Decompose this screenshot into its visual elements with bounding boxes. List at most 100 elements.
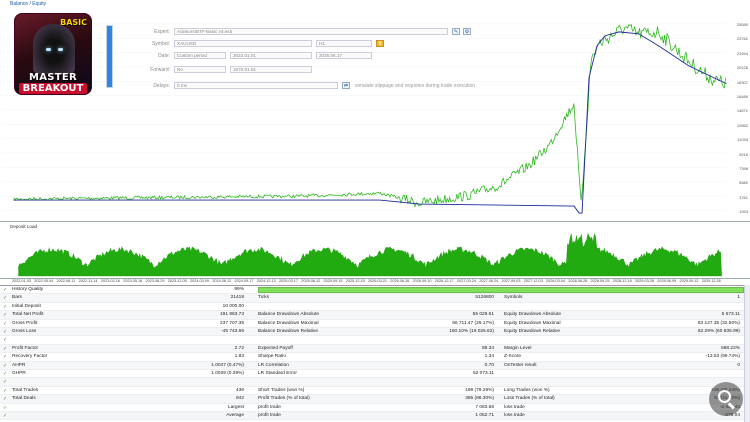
row-check-icon: ✓: [3, 287, 8, 293]
metric-value: 21419: [230, 295, 244, 301]
date-mode-select[interactable]: Custom period: [174, 52, 226, 59]
metric-value: -13.53 (99.74%): [705, 354, 740, 360]
metric-label: profit trade: [258, 413, 281, 418]
metric-label: History Quality: [12, 287, 44, 292]
metric-label: Recovery Factor: [12, 354, 48, 360]
metric-label: loss trade: [504, 404, 525, 410]
date-from-field[interactable]: 2022.01.01: [230, 52, 312, 59]
eye-icon: [58, 48, 63, 51]
metric-value: 99%: [234, 287, 244, 292]
metric-value: 1: [737, 295, 740, 301]
metric-label: Gross Loss: [12, 329, 37, 334]
x-tick-label: 2023.05.16: [123, 279, 143, 283]
deposit-load-area: [18, 232, 722, 277]
metric-value: 385 (88.30%): [465, 396, 494, 402]
row-check-icon: ✓: [3, 354, 8, 361]
metric-value: 55 029.61: [472, 312, 494, 318]
refresh-icon: ⇄: [343, 83, 349, 89]
report-row: ✓ Gross Profit 237 707.39 Balance Drawdown …: [0, 320, 750, 328]
delays-select[interactable]: 0 ms: [174, 82, 338, 89]
metric-value: 1.83: [234, 354, 244, 360]
metric-label: Equity Drawdown Relative: [504, 329, 560, 334]
row-check-icon: ✓: [3, 379, 8, 386]
expert-select[interactable]: Advisors\BTF-Basic v3.ex5: [174, 28, 448, 35]
x-tick-label: 2022.08.11: [56, 279, 76, 283]
metric-label: LR Standard Error: [258, 371, 297, 376]
report-row: ✓ Bars 21419 Ticks 5126800 Symbols 1: [0, 294, 750, 303]
y-tick-label: 7398: [739, 166, 748, 171]
row-check-icon: ✓: [3, 362, 8, 369]
report-row: ✓ Total Trades 436 Short Trades (won %) 198 …: [0, 387, 750, 396]
metric-value: 198 (79.29%): [465, 387, 494, 393]
y-tick-label: 3761: [739, 194, 748, 200]
metric-value: 7 083.58: [475, 404, 494, 410]
x-tick-label: 2026.09.10: [412, 279, 432, 283]
metric-value: 668.22%: [721, 345, 740, 351]
gear-icon: ⚙: [464, 29, 470, 35]
x-tick-label: 2023.02.16: [101, 279, 121, 283]
metric-label: Profit Factor: [12, 345, 39, 351]
x-tick-label: 2024.03.09: [190, 279, 210, 283]
y-tick-label: 14671: [736, 108, 748, 114]
forward-label: Forward:: [150, 67, 170, 73]
x-tick-label: 2026.12.17: [434, 279, 454, 283]
x-tick-label: 2028.06.26: [568, 279, 588, 283]
x-tick-label: 2024.06.12: [212, 279, 232, 283]
forward-select[interactable]: No: [174, 66, 226, 73]
x-tick-label: 2029.09.12: [679, 279, 699, 283]
forward-date-field[interactable]: 1970.01.01: [230, 66, 312, 73]
metric-label: Balance Drawdown Absolute: [258, 312, 320, 318]
row-check-icon: ✓: [3, 404, 8, 411]
period-select[interactable]: H1: [316, 40, 372, 47]
x-tick-label: 2027.09.03: [501, 279, 521, 283]
metric-value: 88.34: [481, 345, 494, 351]
edit-expert-button[interactable]: ✎: [452, 28, 460, 35]
x-tick-label: 2024.12.13: [256, 279, 276, 283]
expert-settings-button[interactable]: ⚙: [463, 28, 471, 35]
metric-label: Z-Score: [504, 354, 522, 360]
symbol-properties-button[interactable]: $: [376, 40, 384, 47]
x-tick-label: 2029.12.26: [701, 279, 721, 283]
y-tick-label: 20126: [736, 65, 748, 71]
report-row: ✓ Gross Loss -45 743.66 Balance Drawdown Re…: [0, 328, 750, 337]
report-row: ✓ Initial Deposit 10 000.00: [0, 303, 750, 312]
date-to-field[interactable]: 2025.06.17: [316, 52, 372, 59]
x-tick-label: 2025.06.12: [301, 279, 321, 283]
metric-value: 0.70: [484, 362, 494, 368]
y-tick-label: 16489: [736, 94, 748, 99]
y-tick-label: 11034: [737, 137, 748, 143]
metric-label: Margin Level: [504, 345, 532, 351]
x-tick-label: 2026.03.21: [368, 279, 388, 283]
master-breakout-logo: BASIC MASTER BREAKOUT: [14, 13, 92, 95]
metric-value: 83 127.35 (32.50%): [697, 320, 740, 326]
expert-label: Expert:: [154, 29, 170, 35]
zoom-lens-icon: [718, 390, 731, 403]
zoom-button[interactable]: [709, 382, 743, 416]
report-row: ✓ Recovery Factor 1.83 Sharpe Ratio 1.34 Z-Sc…: [0, 353, 750, 362]
x-tick-label: 2025.09.15: [323, 279, 343, 283]
y-tick-label: 5580: [739, 180, 748, 186]
metric-label: Initial Deposit: [12, 303, 41, 309]
eye-icon: [46, 48, 51, 51]
deposit-load-chart: [0, 232, 750, 279]
metric-value: 191 963.73: [219, 312, 244, 318]
x-tick-label: 2025.12.15: [345, 279, 365, 283]
metric-value: Average: [226, 413, 244, 418]
y-tick-label: 18307: [736, 79, 748, 85]
top-tabs: Balance / Equity: [0, 0, 46, 8]
metric-value: 5126800: [475, 295, 494, 301]
report-row: ✓ Average profit trade 1 052.71 loss trade -2…: [0, 412, 750, 421]
tab-balance-equity[interactable]: Balance / Equity: [10, 1, 47, 7]
refresh-delays-button[interactable]: ⇄: [342, 82, 350, 89]
report-scrollbar[interactable]: [744, 285, 750, 422]
x-tick-label: 2028.09.25: [590, 279, 610, 283]
x-axis: 2022.01.03 2022.05.04 2022.08.11 2022.11.14…: [0, 279, 728, 285]
row-check-icon: ✓: [3, 295, 8, 302]
x-tick-label: 2027.12.03: [523, 279, 543, 283]
metric-label: Profit Trades (% of total): [258, 396, 310, 402]
row-check-icon: ✓: [3, 320, 8, 327]
y-tick-label: 21944: [736, 50, 748, 56]
symbol-select[interactable]: XAUUSD: [174, 40, 312, 47]
metric-value: -275.04: [723, 413, 740, 418]
